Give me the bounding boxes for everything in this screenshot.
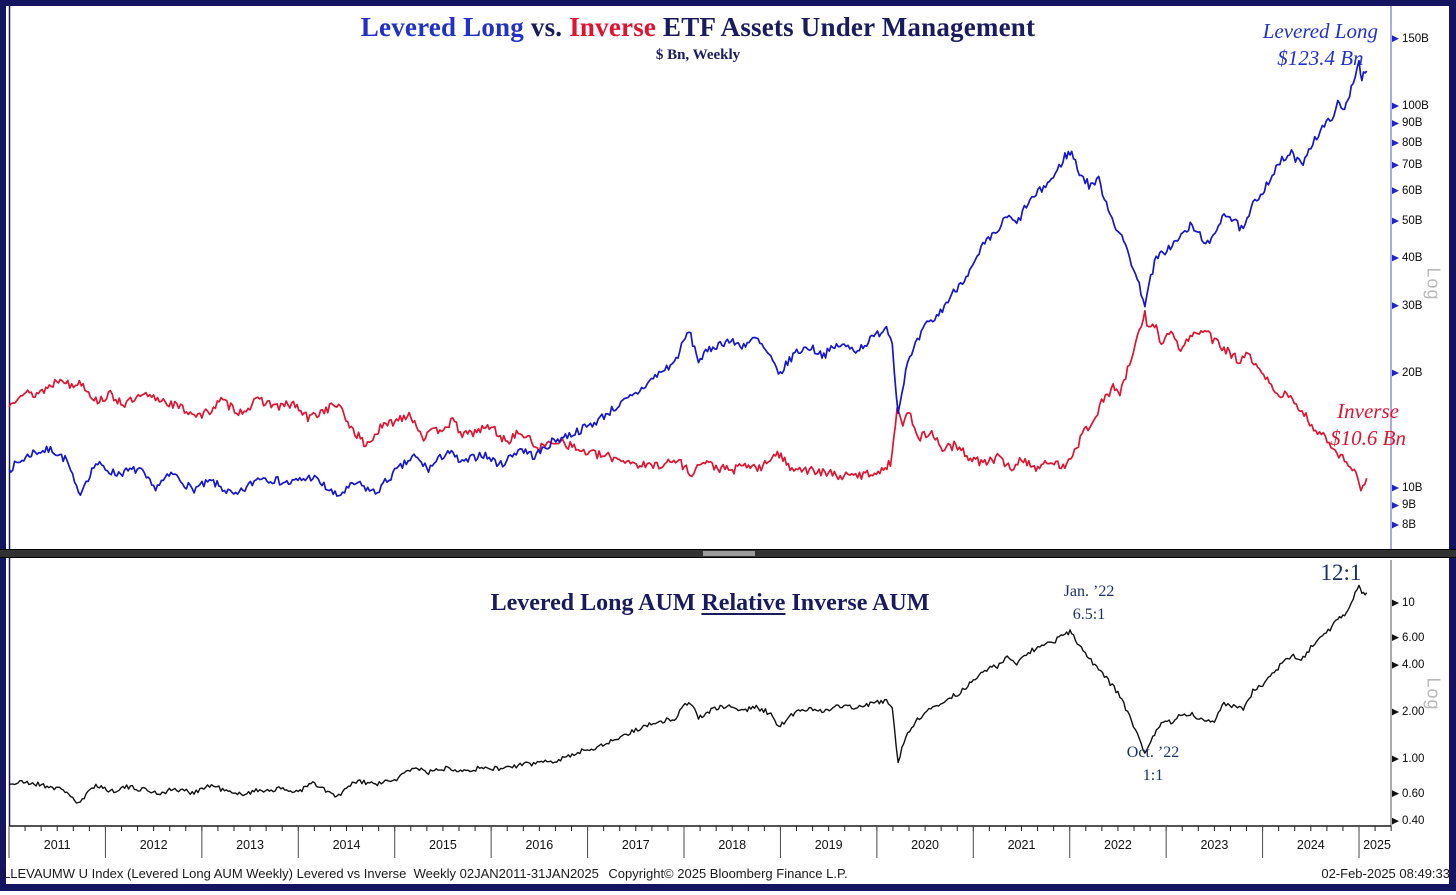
bottom-title-relative: Relative [701, 590, 786, 616]
title-part-vs: vs. [523, 12, 570, 42]
x-axis-year-2018: 2018 [718, 838, 747, 852]
y-tick-arrow-icon [1392, 521, 1399, 529]
x-axis-year-2014: 2014 [332, 838, 361, 852]
footer-timestamp: 02-Feb-2025 08:49:33 [1321, 866, 1450, 881]
bottom-chart-title: Levered Long AUM Relative Inverse AUM [0, 563, 1396, 644]
top-log-scale-label: Log [1423, 267, 1444, 301]
x-axis-year-2015: 2015 [429, 838, 457, 852]
x-axis-year-2013: 2013 [236, 838, 264, 852]
y-tick-arrow-icon [1392, 708, 1399, 716]
y-tick-label-9B: 9B [1402, 499, 1417, 512]
inverse-name: Inverse [1337, 399, 1399, 423]
annotation-jan-22: Jan. ’22 6.5:1 [1037, 580, 1141, 626]
bottom-title-part3: Inverse AUM [785, 590, 930, 616]
footer-bar: LLEVAUMW U Index (Levered Long AUM Weekl… [0, 864, 1456, 884]
inverse-series-label: Inverse $10.6 Bn [1330, 398, 1406, 453]
panel-divider [0, 549, 1456, 558]
y-tick-arrow-icon [1392, 661, 1399, 669]
y-tick-label-6.00: 6.00 [1402, 631, 1425, 644]
inverse-value: $10.6 Bn [1330, 426, 1406, 451]
x-axis-year-2025: 2025 [1363, 838, 1391, 852]
inverse-line [8, 309, 1368, 492]
y-tick-label-90B: 90B [1402, 117, 1423, 130]
annotation-jan-22-ratio: 6.5:1 [1072, 606, 1106, 624]
bottom-log-scale-label: Log [1423, 677, 1444, 711]
frame-left [0, 0, 6, 891]
title-part-inverse: Inverse [569, 12, 657, 42]
y-tick-arrow-icon [1392, 817, 1399, 825]
y-tick-label-100B: 100B [1402, 100, 1429, 112]
levered-long-line [8, 59, 1368, 497]
annotation-oct-22-ratio: 1:1 [1142, 767, 1164, 785]
top-chart-title: Levered Long vs. Inverse ETF Assets Unde… [0, 12, 1396, 43]
y-tick-label-1.00: 1.00 [1402, 753, 1425, 765]
y-tick-label-10B: 10B [1402, 482, 1423, 494]
y-tick-label-60B: 60B [1402, 184, 1423, 197]
y-tick-arrow-icon [1392, 755, 1399, 763]
x-axis-year-2024: 2024 [1296, 838, 1325, 852]
y-tick-label-0.60: 0.60 [1402, 787, 1425, 800]
y-tick-arrow-icon [1392, 634, 1399, 641]
y-tick-arrow-icon [1392, 790, 1399, 797]
title-part-rest: ETF Assets Under Management [656, 12, 1036, 42]
levered-long-series-label: Levered Long $123.4 Bn [1263, 18, 1378, 73]
y-tick-arrow-icon [1392, 139, 1399, 147]
y-tick-arrow-icon [1392, 484, 1399, 492]
y-tick-label-40B: 40B [1402, 252, 1423, 264]
x-axis-year-2019: 2019 [814, 838, 843, 852]
y-tick-label-10: 10 [1402, 597, 1415, 609]
annotation-oct-22: Oct. ’22 1:1 [1103, 741, 1203, 787]
y-tick-label-0.40: 0.40 [1402, 815, 1425, 828]
x-axis-year-2016: 2016 [525, 838, 554, 852]
y-tick-arrow-icon [1392, 161, 1399, 169]
y-tick-label-80B: 80B [1402, 137, 1423, 150]
x-axis-year-2017: 2017 [621, 838, 650, 852]
frame-bottom [0, 884, 1456, 891]
y-tick-arrow-icon [1392, 102, 1399, 110]
y-tick-label-150B: 150B [1402, 32, 1429, 45]
x-axis-year-2011: 2011 [43, 838, 71, 852]
y-tick-arrow-icon [1392, 120, 1399, 127]
levered-long-value: $123.4 Bn [1277, 46, 1364, 71]
y-tick-arrow-icon [1392, 302, 1399, 310]
y-tick-arrow-icon [1392, 217, 1399, 225]
ratio-line [8, 584, 1368, 804]
footer-copyright: Copyright© 2025 Bloomberg Finance L.P. [608, 866, 848, 881]
y-tick-label-8B: 8B [1402, 519, 1417, 532]
panel-divider-handle[interactable] [703, 551, 755, 556]
levered-long-name: Levered Long [1262, 19, 1378, 43]
y-tick-arrow-icon [1392, 187, 1399, 195]
x-axis-year-2022: 2022 [1104, 838, 1132, 852]
annotation-oct-22-date: Oct. ’22 [1126, 744, 1180, 761]
top-chart-subtitle: $ Bn, Weekly [655, 47, 741, 63]
frame-right [1449, 0, 1456, 891]
footer-security-description: LLEVAUMW U Index (Levered Long AUM Weekl… [3, 866, 599, 881]
y-tick-arrow-icon [1392, 254, 1399, 262]
frame-top [0, 0, 1456, 6]
x-axis-year-2012: 2012 [139, 838, 168, 852]
annotation-peak-ratio: 12:1 [1320, 560, 1362, 585]
title-part-levered-long: Levered Long [360, 12, 524, 42]
y-tick-arrow-icon [1392, 369, 1399, 377]
x-axis-year-2023: 2023 [1200, 838, 1229, 852]
y-tick-label-20B: 20B [1402, 367, 1423, 379]
y-tick-label-2.00: 2.00 [1402, 706, 1425, 719]
y-tick-arrow-icon [1392, 599, 1399, 607]
y-tick-label-50B: 50B [1402, 214, 1423, 227]
annotation-jan-22-date: Jan. ’22 [1063, 583, 1115, 600]
y-tick-arrow-icon [1392, 502, 1399, 509]
y-tick-label-30B: 30B [1402, 299, 1423, 312]
x-axis-year-2021: 2021 [1007, 838, 1036, 852]
y-tick-label-4.00: 4.00 [1402, 659, 1425, 672]
y-tick-arrow-icon [1392, 35, 1399, 43]
y-tick-label-70B: 70B [1402, 159, 1423, 172]
bottom-title-part1: Levered Long AUM [490, 590, 702, 616]
x-axis-year-2020: 2020 [911, 838, 939, 852]
